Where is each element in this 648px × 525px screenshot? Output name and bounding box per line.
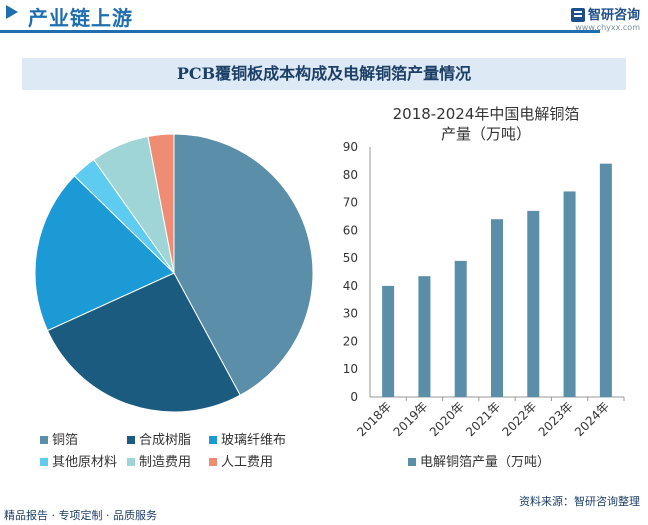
brand-logo: 智研咨询 www.chyxx.com bbox=[570, 4, 640, 32]
legend-label-6: 人工费用 bbox=[221, 455, 273, 470]
legend-label-1: 铜箔 bbox=[52, 432, 78, 448]
footer: 精品报告 · 专项定制 · 品质服务 资料来源：智研咨询整理 bbox=[0, 495, 648, 525]
pie-slice-2 bbox=[46, 272, 241, 413]
section-title: 产业链上游 bbox=[28, 6, 133, 30]
bar-legend-label: 电解铜箔产量（万吨） bbox=[420, 454, 550, 470]
y-tick-label: 70 bbox=[343, 196, 358, 210]
legend-swatch-5 bbox=[127, 458, 135, 466]
pie-slice-6 bbox=[147, 133, 175, 274]
pie-slice-1 bbox=[173, 133, 314, 396]
y-tick-label: 80 bbox=[343, 168, 358, 182]
y-tick-label: 60 bbox=[343, 223, 358, 237]
legend-label-4: 其他原材料 bbox=[52, 455, 117, 470]
bar-6 bbox=[563, 191, 576, 397]
y-tick-label: 10 bbox=[343, 362, 358, 376]
brand-logo-icon bbox=[570, 7, 585, 22]
x-tick-label-2: 2019年 bbox=[391, 399, 431, 439]
legend-label-2: 合成树脂 bbox=[139, 433, 191, 448]
bar-7 bbox=[599, 163, 612, 397]
brand-name: 智研咨询 bbox=[587, 8, 640, 23]
legend-swatch-6 bbox=[209, 458, 217, 466]
legend-swatch-4 bbox=[40, 458, 48, 466]
bar-chart-title-line1: 2018-2024年中国电解铜箔 bbox=[393, 105, 580, 123]
legend-swatch-1 bbox=[40, 436, 48, 444]
bar-2 bbox=[418, 276, 431, 397]
section-header: 产业链上游 bbox=[0, 0, 648, 33]
y-tick-label: 0 bbox=[350, 390, 358, 404]
x-tick-label-7: 2024年 bbox=[572, 399, 612, 439]
brand-url: www.chyxx.com bbox=[575, 23, 640, 32]
y-tick-label: 20 bbox=[343, 334, 358, 348]
x-tick-label-4: 2021年 bbox=[463, 399, 503, 439]
x-tick-label-1: 2018年 bbox=[354, 399, 394, 439]
bar-5 bbox=[527, 210, 540, 397]
legend-label-5: 制造费用 bbox=[139, 455, 191, 470]
bar-4 bbox=[491, 219, 503, 397]
footer-slogan: 精品报告 · 专项定制 · 品质服务 bbox=[4, 509, 157, 522]
bar-chart-title-line2: 产量（万吨） bbox=[441, 125, 531, 143]
bar-legend-swatch bbox=[408, 458, 416, 466]
legend-swatch-2 bbox=[127, 436, 135, 444]
x-tick-label-5: 2022年 bbox=[499, 399, 539, 439]
bar-1 bbox=[382, 285, 395, 397]
y-tick-label: 50 bbox=[343, 251, 358, 265]
chart-title: PCB覆铜板成本构成及电解铜箔产量情况 bbox=[22, 58, 626, 90]
x-tick-label-6: 2023年 bbox=[536, 399, 576, 439]
legend-label-3: 玻璃纤维布 bbox=[221, 433, 286, 448]
y-tick-label: 90 bbox=[343, 140, 358, 154]
legend-swatch-3 bbox=[209, 436, 217, 444]
triangle-bullet-icon bbox=[6, 5, 18, 19]
pie-slice-3 bbox=[34, 175, 175, 332]
bar-3 bbox=[454, 260, 467, 397]
y-tick-label: 30 bbox=[343, 307, 358, 321]
y-tick-label: 40 bbox=[343, 279, 358, 293]
x-tick-label-3: 2020年 bbox=[427, 399, 467, 439]
header-divider bbox=[0, 30, 600, 33]
source-note: 资料来源：智研咨询整理 bbox=[519, 495, 640, 508]
